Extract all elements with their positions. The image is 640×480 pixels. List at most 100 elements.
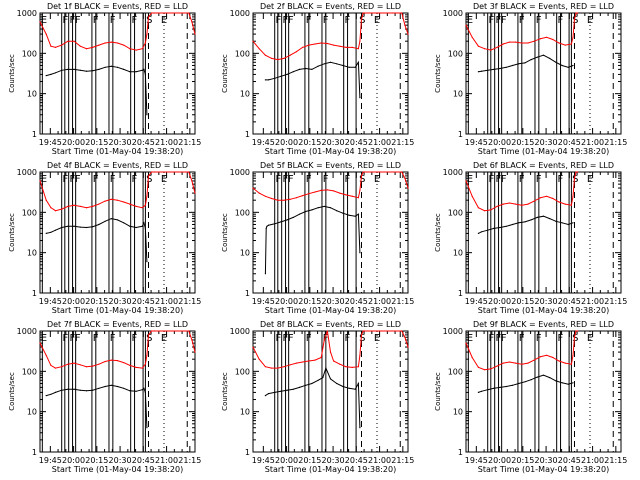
x-tick-label: 21:00 xyxy=(155,456,178,465)
lld-data-point xyxy=(320,42,322,44)
lld-data-point xyxy=(484,210,486,212)
events-data-point xyxy=(305,384,307,386)
events-data-point xyxy=(61,226,63,229)
lld-data-point xyxy=(490,49,492,51)
lld-data-point xyxy=(61,208,63,210)
events-data-point xyxy=(477,391,479,393)
events-data-point xyxy=(542,215,545,217)
events-data-point xyxy=(336,382,338,385)
events-data-point xyxy=(61,389,63,391)
y-tick-label: 100 xyxy=(235,208,250,217)
lld-data-point xyxy=(351,366,353,368)
lld-data-point xyxy=(129,364,131,366)
events-data-point xyxy=(325,367,327,369)
x-tick-label: 20:45 xyxy=(345,297,368,306)
y-tick-label: 100 xyxy=(22,367,37,376)
x-tick-label: 20:45 xyxy=(558,456,581,465)
events-data-point xyxy=(493,227,495,229)
events-data-point xyxy=(359,252,361,254)
lld-data-point xyxy=(116,199,119,201)
x-tick-label: 20:00 xyxy=(62,138,85,147)
interval-annotation: F xyxy=(344,15,350,26)
interval-annotation: E xyxy=(467,333,473,344)
events-data-point xyxy=(92,226,94,228)
lld-data-point xyxy=(252,187,254,189)
lld-data-point xyxy=(401,12,403,14)
lld-data-point xyxy=(357,48,359,50)
events-data-point xyxy=(292,216,294,218)
events-data-point xyxy=(357,382,359,385)
lld-data-point xyxy=(39,180,41,182)
y-axis-label: Counts/sec xyxy=(434,372,442,411)
events-data-point xyxy=(92,389,94,391)
lld-data-point xyxy=(362,171,364,173)
lld-data-point xyxy=(359,189,361,191)
y-tick-label: 10 xyxy=(453,249,463,258)
plot-frame xyxy=(39,171,196,294)
lld-data-point xyxy=(570,43,573,45)
x-tick-label: 20:15 xyxy=(85,138,108,147)
lld-data-point xyxy=(277,367,279,369)
y-tick-label: 1 xyxy=(32,130,37,139)
events-data-point xyxy=(305,67,307,70)
lld-data-point xyxy=(577,12,579,14)
lld-data-point xyxy=(141,207,143,209)
lld-data-point xyxy=(345,366,347,368)
events-data-point xyxy=(67,225,69,227)
x-tick-label: 21:15 xyxy=(391,297,414,306)
events-data-point xyxy=(141,69,143,71)
lld-series-line xyxy=(465,171,578,212)
lld-data-point xyxy=(264,195,266,197)
plot-frame xyxy=(465,171,622,294)
interval-annotation: F xyxy=(519,15,525,26)
events-data-point xyxy=(110,218,112,220)
x-tick-label: 20:30 xyxy=(109,138,132,147)
events-data-point xyxy=(116,385,119,388)
events-data-point xyxy=(266,225,268,227)
lld-data-point xyxy=(39,21,41,23)
lld-data-point xyxy=(151,171,153,173)
events-data-point xyxy=(264,395,266,397)
interval-annotation: F xyxy=(75,174,81,185)
interval-annotation: F xyxy=(62,333,68,344)
lld-data-point xyxy=(521,363,523,365)
lld-data-point xyxy=(496,365,498,367)
events-data-point xyxy=(524,221,526,223)
lld-data-point xyxy=(558,42,560,44)
lld-data-point xyxy=(61,44,63,46)
lld-data-point xyxy=(79,205,81,207)
interval-annotation: F xyxy=(557,15,563,26)
interval-annotation: E xyxy=(374,333,380,344)
lld-data-point xyxy=(146,354,148,356)
events-data-point xyxy=(524,381,526,383)
events-data-point xyxy=(54,391,57,393)
x-tick-label: 20:00 xyxy=(275,456,298,465)
lld-data-point xyxy=(484,369,486,371)
events-data-point xyxy=(129,71,131,73)
x-tick-label: 20:00 xyxy=(275,297,298,306)
events-data-point xyxy=(146,261,148,263)
events-data-point xyxy=(311,68,313,70)
interval-annotation: E xyxy=(374,15,380,26)
interval-annotation: F xyxy=(93,333,99,344)
lld-data-point xyxy=(533,359,535,361)
events-data-point xyxy=(79,226,81,228)
y-tick-label: 100 xyxy=(22,49,37,58)
events-data-point xyxy=(123,222,125,224)
events-data-point xyxy=(487,389,489,391)
lld-data-point xyxy=(339,363,341,365)
y-tick-label: 10 xyxy=(453,90,463,99)
events-data-point xyxy=(265,227,267,229)
events-data-point xyxy=(549,377,551,379)
lld-data-point xyxy=(110,359,112,361)
interval-annotation: E xyxy=(587,333,593,344)
x-tick-label: 20:00 xyxy=(62,456,85,465)
lld-data-point xyxy=(570,363,573,365)
events-series-line xyxy=(265,366,361,428)
lld-data-point xyxy=(320,356,322,359)
y-tick-label: 10 xyxy=(453,408,463,417)
interval-annotation: F xyxy=(110,333,116,344)
lld-data-point xyxy=(360,18,363,20)
lld-data-point xyxy=(465,24,467,26)
interval-annotation: F xyxy=(344,174,350,185)
